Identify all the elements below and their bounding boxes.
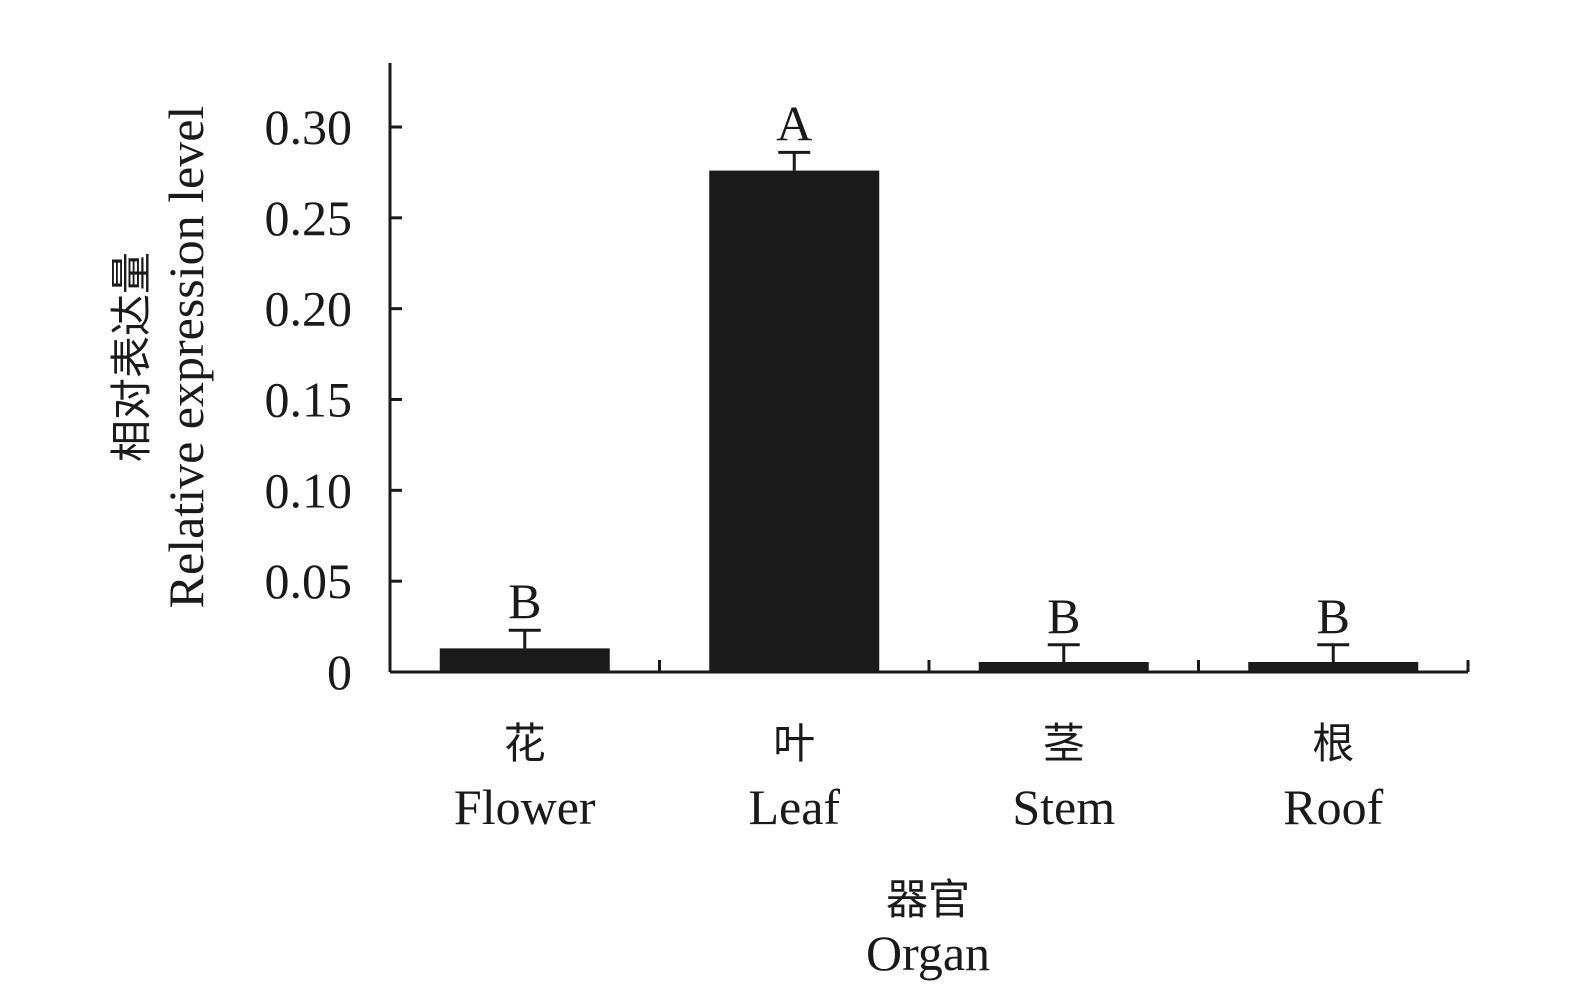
y-tick-label: 0: [327, 644, 352, 700]
bar-leaf: [709, 170, 880, 672]
x-tick-label: Flower: [454, 779, 596, 835]
x-axis-title-cn: 器官: [886, 875, 970, 924]
x-tick-label-cn: 根: [1312, 719, 1354, 768]
y-tick-label: 0.30: [265, 99, 353, 155]
y-axis-title-cn: 相对表达量: [107, 252, 156, 462]
bar-roof: [1248, 662, 1419, 672]
bar-stem: [978, 662, 1149, 672]
y-tick-label: 0.25: [265, 190, 353, 246]
x-tick-label: Roof: [1283, 779, 1383, 835]
significance-label: B: [508, 573, 541, 629]
error-bars: [508, 150, 1350, 662]
bars: [439, 170, 1419, 672]
category-labels: 花 Flower 叶 Leaf 茎 Stem 根 Roof: [454, 719, 1384, 835]
bar-flower: [439, 648, 610, 672]
x-tick-label-cn: 茎: [1043, 719, 1085, 768]
x-tick-label: Leaf: [748, 779, 840, 835]
y-axis: 0 0.05 0.10 0.15 0.20 0.25 0.30: [265, 63, 402, 700]
y-tick-label: 0.05: [265, 553, 353, 609]
x-tick-label-cn: 花: [504, 719, 546, 768]
y-tick-label: 0.10: [265, 462, 353, 518]
y-axis-title-en: Relative expression level: [158, 106, 214, 609]
y-axis-title: 相对表达量 Relative expression level: [107, 106, 214, 609]
significance-labels: B A B B: [508, 95, 1350, 643]
significance-label: B: [1047, 588, 1080, 644]
significance-label: A: [776, 95, 812, 151]
x-axis-title-en: Organ: [866, 925, 990, 981]
x-tick-label: Stem: [1012, 779, 1115, 835]
y-tick-label: 0.20: [265, 281, 353, 337]
x-axis-title: 器官 Organ: [866, 875, 990, 981]
y-tick-label: 0.15: [265, 372, 353, 428]
x-tick-label-cn: 叶: [773, 719, 815, 768]
significance-label: B: [1317, 588, 1350, 644]
